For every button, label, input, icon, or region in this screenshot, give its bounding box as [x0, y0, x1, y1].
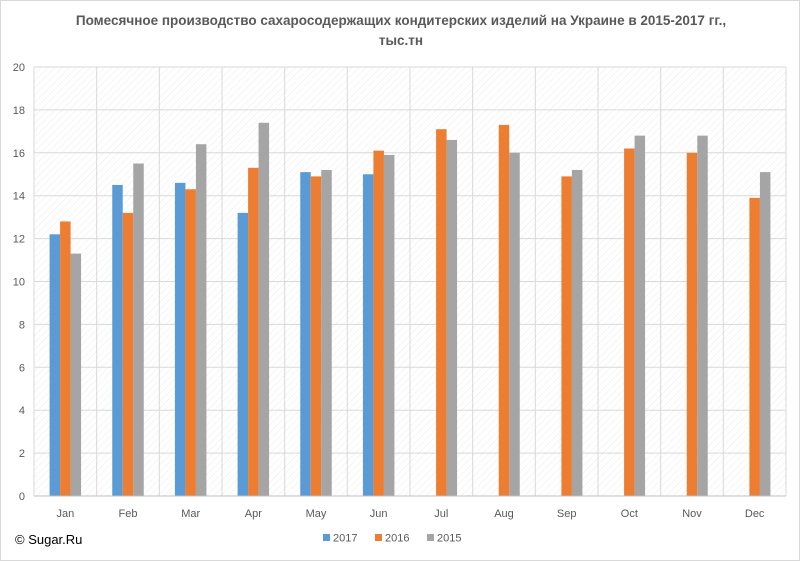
bar-2017-Jan [49, 234, 61, 496]
x-tick-label: Mar [181, 508, 200, 520]
bar-2016-Jan [60, 221, 71, 496]
bar-2016-Oct [624, 148, 635, 496]
bar-2015-Apr [258, 122, 270, 497]
bar-2017-May [300, 172, 311, 497]
x-tick-label: May [306, 508, 327, 520]
y-tick-label: 0 [19, 491, 25, 503]
y-tick-label: 10 [13, 277, 25, 289]
legend-label: 2017 [333, 533, 357, 545]
bars [49, 122, 771, 497]
bar-2015-Dec [759, 172, 771, 497]
bar-2015-Mar [195, 144, 207, 496]
bar-2015-Jun [383, 154, 395, 496]
bar-2016-May [310, 176, 322, 496]
bar-2015-Oct [634, 135, 646, 496]
bar-2016-Aug [498, 124, 510, 496]
bar-2016-Dec [749, 197, 760, 496]
y-tick-label: 6 [19, 362, 25, 374]
source-credit: © Sugar.Ru [15, 532, 83, 547]
bar-2015-Jan [70, 253, 82, 496]
x-tick-label: Dec [745, 508, 765, 520]
gridlines [33, 66, 787, 497]
bar-2015-Nov [697, 135, 708, 496]
y-tick-label: 16 [13, 148, 25, 160]
bar-2015-Aug [509, 152, 520, 497]
axes: 0 2 4 6 8 10 12 14 16 18 20 Jan Feb Mar Apr May Jun Jul Au… [13, 62, 786, 520]
y-tick-label: 20 [13, 62, 25, 74]
bar-2016-Jun [373, 150, 384, 496]
y-tick-label: 12 [13, 234, 25, 246]
x-tick-label: Apr [245, 508, 262, 520]
legend-swatch-2015 [427, 534, 434, 541]
y-tick-label: 14 [13, 191, 25, 203]
bar-2016-Feb [122, 212, 134, 497]
bar-2017-Jun [362, 174, 374, 496]
chart-title: Помесячное производство сахаросодержащих… [41, 11, 761, 51]
bar-2015-Jul [446, 139, 458, 496]
bar-2016-Apr [248, 167, 259, 496]
bar-2015-May [321, 169, 332, 496]
legend-swatch-2016 [375, 534, 382, 541]
y-tick-label: 8 [19, 319, 25, 331]
x-tick-label: Oct [621, 508, 638, 520]
x-tick-label: Jun [370, 508, 388, 520]
x-tick-label: Feb [119, 508, 138, 520]
chart-title-line-2: тыс.тн [378, 33, 424, 48]
bar-2016-Jul [436, 129, 447, 496]
bar-2015-Feb [133, 163, 144, 496]
chart-title-line-1: Помесячное производство сахаросодержащих… [75, 13, 727, 28]
y-tick-label: 2 [19, 448, 25, 460]
x-tick-label: Jul [434, 508, 448, 520]
y-tick-label: 18 [13, 105, 25, 117]
bar-2016-Nov [686, 152, 698, 497]
bar-2016-Mar [185, 189, 196, 496]
bar-2017-Apr [237, 212, 249, 497]
bar-2016-Sep [561, 176, 572, 496]
x-tick-label: Jan [56, 508, 74, 520]
legend-label: 2015 [437, 533, 461, 545]
legend-label: 2016 [385, 533, 409, 545]
y-tick-label: 4 [19, 405, 25, 417]
bar-2017-Feb [112, 184, 123, 496]
x-tick-label: Aug [494, 508, 514, 520]
bar-2017-Mar [174, 182, 186, 496]
x-tick-label: Sep [557, 508, 577, 520]
x-tick-label: Nov [682, 508, 702, 520]
legend-swatch-2017 [323, 534, 330, 541]
bar-2015-Sep [571, 169, 583, 496]
legend: 2017 2016 2015 [323, 533, 461, 545]
